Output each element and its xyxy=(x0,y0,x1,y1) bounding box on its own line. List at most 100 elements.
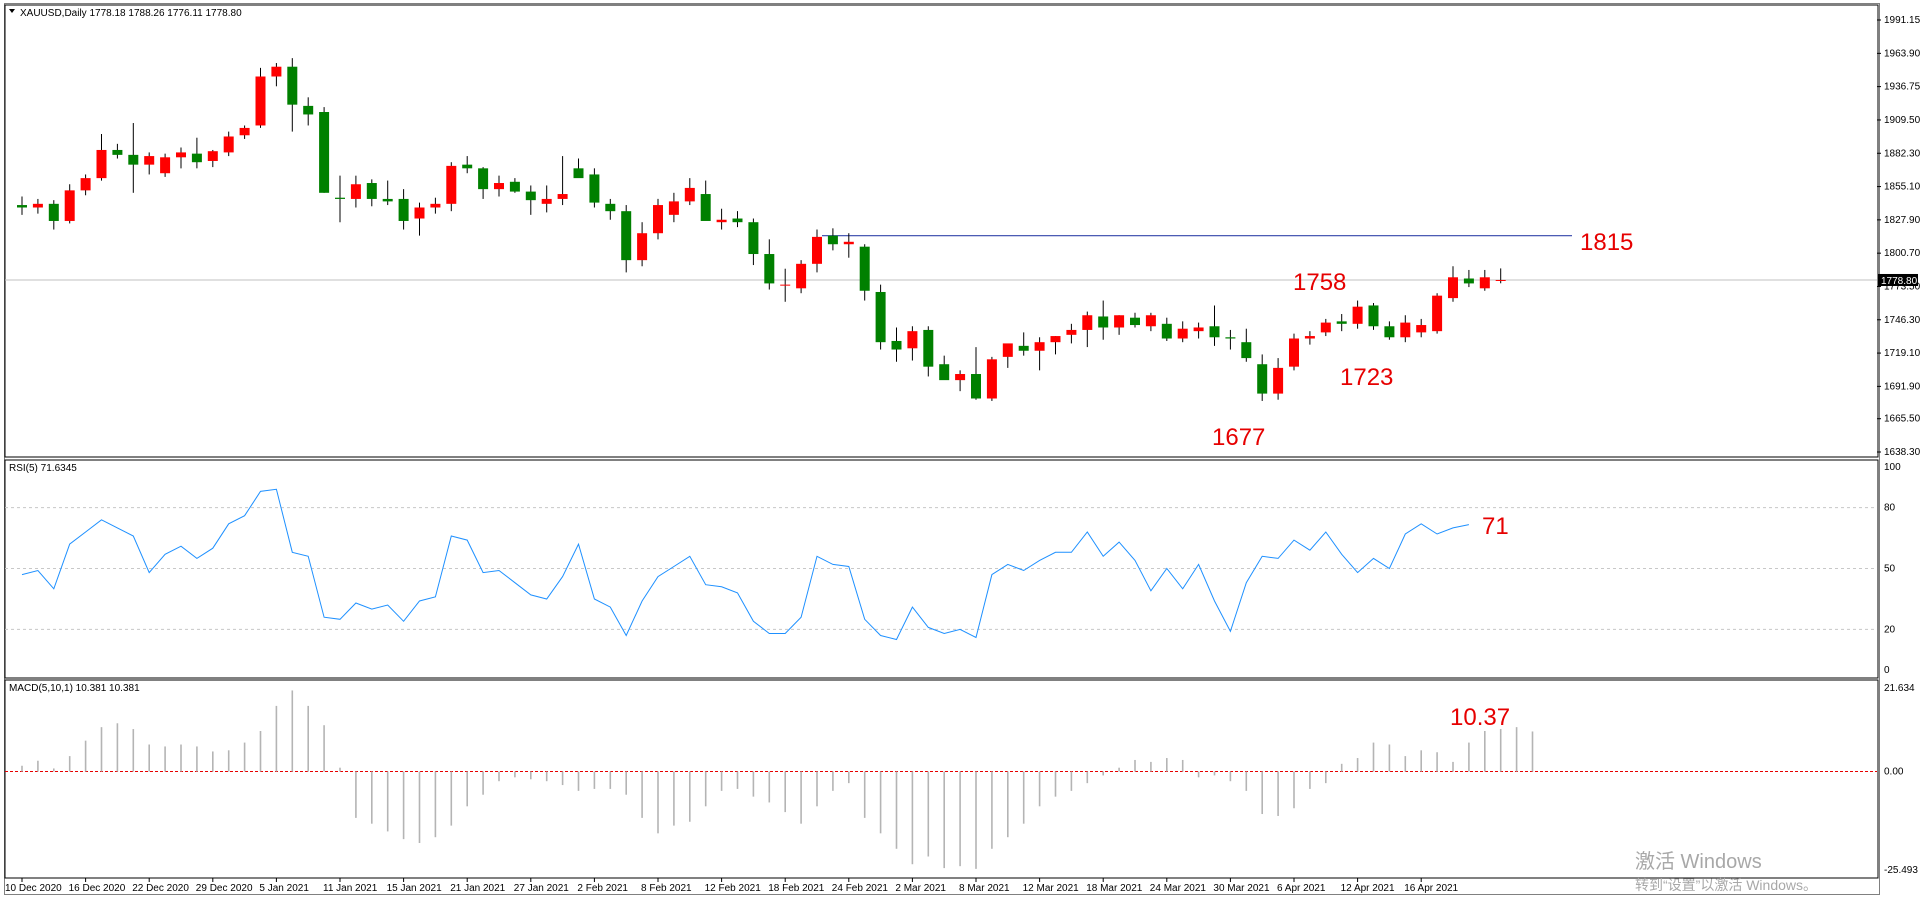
candle[interactable] xyxy=(637,222,648,267)
candle[interactable] xyxy=(144,152,155,175)
candle[interactable] xyxy=(796,260,807,294)
panel-menu-icon[interactable] xyxy=(9,9,15,13)
candle[interactable] xyxy=(335,175,345,223)
candle[interactable] xyxy=(17,196,27,215)
candle[interactable] xyxy=(986,356,997,401)
macd-panel[interactable]: 21.634 0.00 -25.493 MACD(5,10,1) 10.381 10… xyxy=(4,679,1918,879)
candle[interactable] xyxy=(668,192,679,223)
candle[interactable] xyxy=(128,123,139,193)
candle[interactable] xyxy=(494,175,504,197)
candle[interactable] xyxy=(891,327,902,362)
candle[interactable] xyxy=(478,167,489,199)
candle[interactable] xyxy=(1241,328,1252,362)
candle[interactable] xyxy=(1432,293,1443,334)
candle[interactable] xyxy=(939,355,950,381)
candle[interactable] xyxy=(366,179,377,207)
candle[interactable] xyxy=(843,233,854,258)
candle[interactable] xyxy=(1257,354,1268,401)
candle[interactable] xyxy=(176,147,186,169)
candle[interactable] xyxy=(1320,318,1331,337)
candle[interactable] xyxy=(1034,337,1045,371)
candle[interactable] xyxy=(653,198,663,240)
candle[interactable] xyxy=(446,162,457,212)
candle[interactable] xyxy=(1273,358,1284,400)
candle[interactable] xyxy=(1384,321,1395,340)
candle[interactable] xyxy=(827,228,838,251)
candle[interactable] xyxy=(1130,312,1140,328)
candle[interactable] xyxy=(64,184,75,224)
candle[interactable] xyxy=(557,156,568,206)
candle[interactable] xyxy=(430,197,441,214)
candle[interactable] xyxy=(271,63,282,87)
candle[interactable] xyxy=(1161,317,1172,341)
candle[interactable] xyxy=(812,229,822,273)
candle[interactable] xyxy=(48,200,59,230)
candle[interactable] xyxy=(462,156,473,174)
time-tick-label: 12 Feb 2021 xyxy=(705,883,762,894)
candle[interactable] xyxy=(1002,343,1013,368)
candle[interactable] xyxy=(1304,331,1315,345)
candle[interactable] xyxy=(875,284,886,350)
candle[interactable] xyxy=(398,189,409,230)
candle[interactable] xyxy=(382,180,393,206)
candle[interactable] xyxy=(1463,269,1474,288)
candle[interactable] xyxy=(1050,336,1061,355)
candle[interactable] xyxy=(1479,269,1490,291)
candle[interactable] xyxy=(748,218,759,266)
candle[interactable] xyxy=(1145,312,1156,332)
candle[interactable] xyxy=(1289,333,1299,371)
candle[interactable] xyxy=(112,143,123,159)
candle[interactable] xyxy=(907,326,918,361)
candle[interactable] xyxy=(80,174,91,196)
candle[interactable] xyxy=(621,205,632,273)
candle[interactable] xyxy=(1018,332,1029,356)
candle[interactable] xyxy=(780,268,791,302)
candle[interactable] xyxy=(1066,323,1077,344)
candle[interactable] xyxy=(955,370,966,392)
candle[interactable] xyxy=(1352,300,1363,329)
candle[interactable] xyxy=(525,185,536,215)
candle[interactable] xyxy=(350,175,361,208)
candle[interactable] xyxy=(700,180,711,221)
candle[interactable] xyxy=(1368,303,1379,330)
rsi-panel[interactable]: 100 80 50 20 0 RSI(5) 71.6345 71 xyxy=(4,459,1901,679)
candle[interactable] xyxy=(96,134,107,181)
candle[interactable] xyxy=(541,185,552,213)
candle[interactable] xyxy=(732,211,743,228)
candle[interactable] xyxy=(1416,318,1427,338)
candle[interactable] xyxy=(303,97,314,126)
candle[interactable] xyxy=(923,326,934,377)
candle[interactable] xyxy=(1193,322,1204,339)
candle[interactable] xyxy=(239,125,250,139)
candle[interactable] xyxy=(1225,329,1236,350)
candle[interactable] xyxy=(1082,311,1093,348)
candle[interactable] xyxy=(223,131,234,157)
candle[interactable] xyxy=(971,347,981,400)
candle[interactable] xyxy=(255,67,266,128)
candle[interactable] xyxy=(605,198,616,220)
candle[interactable] xyxy=(1336,314,1347,332)
candle[interactable] xyxy=(589,168,600,208)
candle[interactable] xyxy=(573,158,584,179)
candle[interactable] xyxy=(716,208,727,230)
candle[interactable] xyxy=(1495,268,1506,284)
candle[interactable] xyxy=(859,244,870,301)
candle[interactable] xyxy=(414,202,425,236)
candle[interactable] xyxy=(1098,300,1109,340)
candle[interactable] xyxy=(1209,305,1220,346)
candle[interactable] xyxy=(160,153,171,177)
candle[interactable] xyxy=(207,149,218,168)
candle[interactable] xyxy=(1177,321,1188,343)
candle[interactable] xyxy=(1114,315,1125,335)
candle-body xyxy=(462,164,473,169)
candle[interactable] xyxy=(764,239,775,290)
candle[interactable] xyxy=(191,137,202,169)
candle[interactable] xyxy=(319,107,330,193)
candle[interactable] xyxy=(684,178,695,206)
candle[interactable] xyxy=(1448,266,1458,302)
price-panel[interactable]: 1991.15 1963.90 1936.75 1909.50 1882.30 1855.… xyxy=(4,4,1920,458)
candle[interactable] xyxy=(32,198,43,214)
candle[interactable] xyxy=(509,178,520,193)
candle[interactable] xyxy=(1400,315,1411,343)
candle[interactable] xyxy=(287,58,298,132)
